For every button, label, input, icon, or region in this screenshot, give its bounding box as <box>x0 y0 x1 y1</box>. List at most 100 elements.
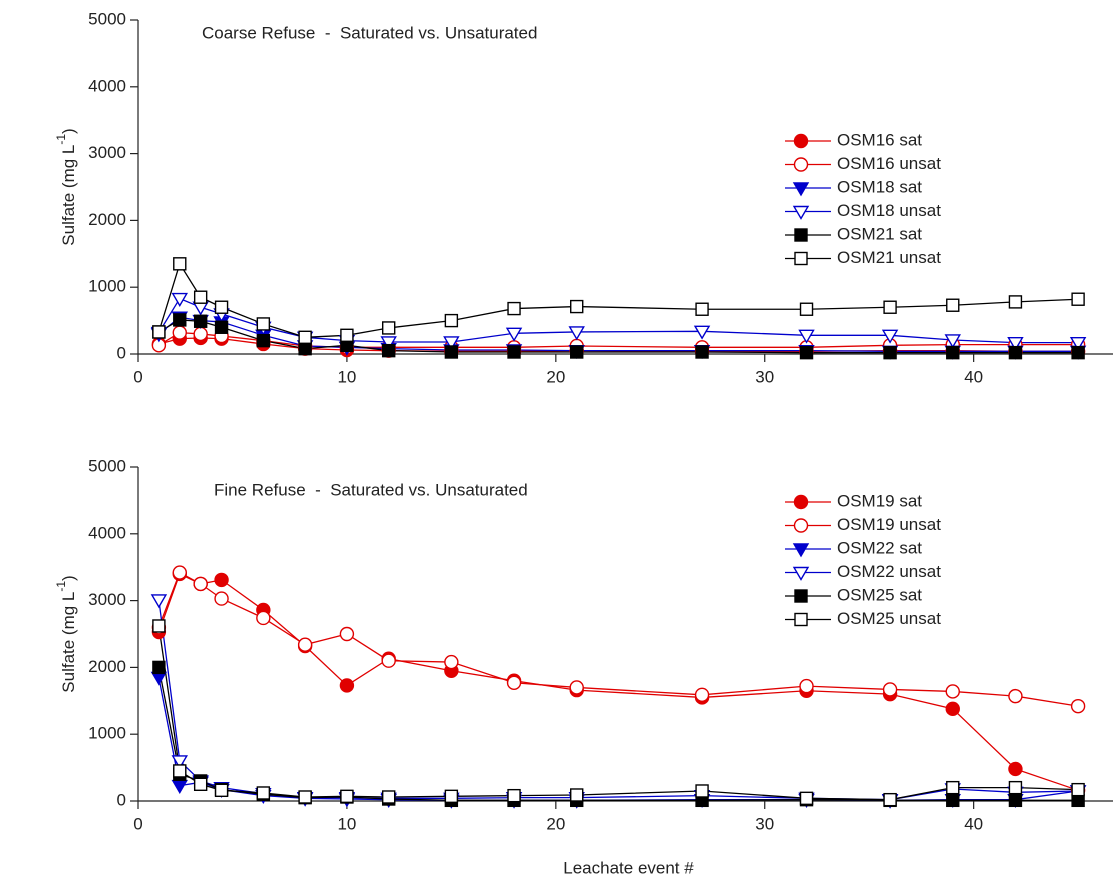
marker <box>1008 688 1023 704</box>
legend-label: OSM19 sat <box>837 491 922 510</box>
series-line <box>158 625 1079 801</box>
y-tick-label: 0 <box>117 343 126 362</box>
marker <box>505 327 523 342</box>
marker <box>298 330 312 344</box>
marker <box>380 336 397 351</box>
x-tick-label: 10 <box>337 367 356 386</box>
series-line <box>158 677 1079 801</box>
marker <box>799 345 814 360</box>
y-label-text: Sulfate (mg L <box>59 592 78 693</box>
marker <box>1071 782 1085 797</box>
marker <box>1069 336 1087 352</box>
legend-label: OSM19 unsat <box>837 515 941 534</box>
marker <box>945 701 960 717</box>
marker <box>1008 295 1023 309</box>
marker <box>694 687 710 702</box>
series-line <box>158 667 1079 801</box>
x-tick-label: 0 <box>133 814 142 833</box>
marker <box>799 791 814 806</box>
x-tick-label: 10 <box>337 814 356 833</box>
legend-label: OSM21 unsat <box>837 248 941 267</box>
marker <box>171 755 189 770</box>
marker <box>1008 761 1023 777</box>
marker <box>695 784 709 798</box>
y-tick-label: 5000 <box>88 456 126 475</box>
y-label-end: ) <box>59 128 78 134</box>
x-tick-label: 30 <box>755 814 774 833</box>
legend-marker <box>794 612 808 627</box>
y-label: Sulfate (mg L-1) <box>54 575 78 692</box>
marker <box>172 325 187 340</box>
marker <box>381 790 396 804</box>
y-label-end: ) <box>59 575 78 581</box>
marker <box>256 317 271 331</box>
series-line <box>158 262 1079 338</box>
legend-marker <box>794 589 808 603</box>
marker <box>945 684 960 699</box>
marker <box>570 788 584 802</box>
marker <box>214 320 229 334</box>
marker <box>214 572 229 588</box>
marker <box>193 326 208 342</box>
marker <box>944 334 961 349</box>
y-tick-label: 1000 <box>88 277 126 296</box>
legend-marker <box>794 251 808 266</box>
series-line <box>158 572 1079 791</box>
marker <box>298 790 312 804</box>
y-tick-label: 2000 <box>88 657 126 676</box>
marker <box>946 345 960 360</box>
marker <box>882 682 898 697</box>
x-tick-label: 40 <box>964 814 983 833</box>
marker <box>193 314 208 328</box>
y-tick-label: 3000 <box>88 590 126 609</box>
marker <box>172 565 187 580</box>
legend-label: OSM22 unsat <box>837 562 941 581</box>
y-tick-label: 3000 <box>88 143 126 162</box>
marker <box>507 788 521 803</box>
x-label: Leachate event # <box>563 858 694 877</box>
series-line <box>158 599 1079 801</box>
marker <box>214 300 229 314</box>
legend-label: OSM22 sat <box>837 538 922 557</box>
marker <box>339 626 355 642</box>
x-tick-label: 0 <box>133 367 142 386</box>
marker <box>340 328 354 342</box>
marker <box>798 329 815 344</box>
marker <box>1007 336 1024 352</box>
marker <box>1070 698 1086 714</box>
marker <box>171 292 189 307</box>
marker <box>256 610 271 626</box>
marker <box>695 345 709 359</box>
marker <box>507 301 521 316</box>
legend-marker <box>793 494 809 510</box>
marker <box>152 660 166 675</box>
marker <box>339 678 355 693</box>
marker <box>1071 292 1085 306</box>
marker <box>946 298 960 312</box>
marker <box>1008 345 1023 360</box>
marker <box>693 325 711 340</box>
legend-marker <box>792 543 810 558</box>
legend-label: OSM16 unsat <box>837 154 941 173</box>
legend-label: OSM18 unsat <box>837 201 941 220</box>
legend-marker <box>792 205 810 220</box>
marker <box>1008 780 1023 795</box>
chart-title: Fine Refuse - Saturated vs. Unsaturated <box>214 480 528 499</box>
x-tick-label: 40 <box>964 367 983 386</box>
marker <box>1071 345 1085 360</box>
legend-marker <box>793 518 809 533</box>
x-tick-label: 20 <box>546 367 565 386</box>
y-tick-label: 4000 <box>88 523 126 542</box>
marker <box>506 675 522 690</box>
marker <box>568 326 585 341</box>
marker <box>883 300 897 314</box>
marker <box>193 290 208 304</box>
marker <box>881 329 899 344</box>
marker <box>695 302 709 316</box>
y-tick-label: 4000 <box>88 76 126 95</box>
marker <box>444 654 459 670</box>
marker <box>193 777 208 791</box>
y-tick-label: 2000 <box>88 210 126 229</box>
marker <box>297 637 313 652</box>
marker <box>443 336 460 351</box>
